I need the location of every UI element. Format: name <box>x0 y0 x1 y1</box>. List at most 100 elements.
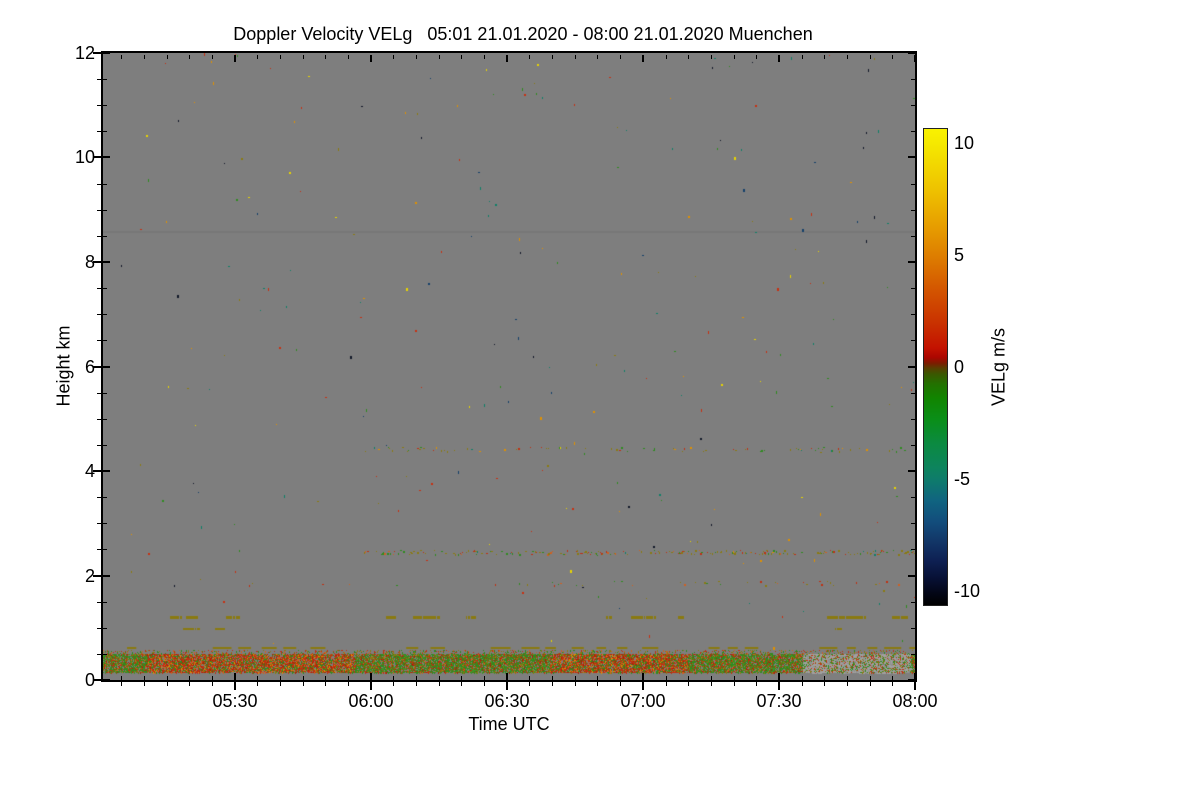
x-minor-tick <box>167 682 168 686</box>
x-minor-tick <box>416 682 417 686</box>
y-tick-label: 2 <box>84 566 95 586</box>
plot-area <box>101 51 917 682</box>
x-minor-tick-inner <box>416 676 417 680</box>
x-minor-tick <box>756 682 757 686</box>
x-minor-tick-top <box>620 55 621 59</box>
x-minor-tick <box>870 682 871 686</box>
x-tick-label: 07:00 <box>620 691 666 711</box>
x-major-tick <box>506 682 508 690</box>
x-minor-tick-inner <box>121 676 122 680</box>
colorbar-tick-label: -10 <box>954 581 981 601</box>
x-minor-tick-inner <box>439 676 440 680</box>
x-minor-tick-top <box>189 55 190 59</box>
y-minor-tick-inner <box>103 236 107 237</box>
y-minor-tick-right <box>911 236 915 237</box>
x-major-tick-top <box>914 55 916 62</box>
y-tick-label: 8 <box>84 252 95 272</box>
y-major-tick-inner <box>103 52 110 54</box>
x-minor-tick-inner <box>688 676 689 680</box>
x-minor-tick <box>734 682 735 686</box>
x-major-tick <box>234 682 236 690</box>
x-minor-tick-top <box>575 55 576 59</box>
y-minor-tick <box>97 79 101 80</box>
y-major-tick <box>93 470 101 472</box>
x-minor-tick-top <box>756 55 757 59</box>
x-minor-tick-inner <box>575 676 576 680</box>
x-minor-tick-top <box>144 55 145 59</box>
x-minor-tick <box>597 682 598 686</box>
x-major-tick-inner <box>778 673 780 680</box>
x-major-tick-top <box>234 55 236 62</box>
x-minor-tick-inner <box>802 676 803 680</box>
y-minor-tick-right <box>911 497 915 498</box>
x-minor-tick-top <box>552 55 553 59</box>
x-minor-tick-top <box>325 55 326 59</box>
x-minor-tick-inner <box>280 676 281 680</box>
x-minor-tick <box>144 682 145 686</box>
x-minor-tick <box>303 682 304 686</box>
y-minor-tick <box>97 288 101 289</box>
x-minor-tick-top <box>711 55 712 59</box>
x-minor-tick-inner <box>597 676 598 680</box>
x-minor-tick-inner <box>529 676 530 680</box>
colorbar <box>923 128 948 606</box>
y-minor-tick-right <box>911 314 915 315</box>
x-major-tick-top <box>506 55 508 62</box>
y-minor-tick <box>97 393 101 394</box>
y-axis-title: Height km <box>53 325 74 407</box>
y-minor-tick-right <box>911 628 915 629</box>
colorbar-tick-label: 5 <box>954 245 965 265</box>
x-minor-tick-top <box>870 55 871 59</box>
y-major-tick <box>93 52 101 54</box>
y-major-tick <box>93 679 101 681</box>
y-major-tick-right <box>908 366 915 368</box>
x-major-tick-inner <box>506 673 508 680</box>
colorbar-tick-label: -5 <box>954 469 971 489</box>
x-minor-tick-inner <box>734 676 735 680</box>
colorbar-tick-label: 0 <box>954 357 965 377</box>
y-minor-tick-right <box>911 131 915 132</box>
x-minor-tick-top <box>439 55 440 59</box>
y-tick-label: 10 <box>74 147 95 167</box>
y-major-tick-inner <box>103 366 110 368</box>
x-minor-tick-inner <box>144 676 145 680</box>
x-minor-tick-top <box>529 55 530 59</box>
y-minor-tick-right <box>911 419 915 420</box>
x-minor-tick-inner <box>461 676 462 680</box>
x-minor-tick <box>802 682 803 686</box>
x-minor-tick-inner <box>167 676 168 680</box>
x-minor-tick-top <box>824 55 825 59</box>
x-minor-tick <box>439 682 440 686</box>
y-minor-tick-inner <box>103 79 107 80</box>
x-minor-tick <box>824 682 825 686</box>
x-tick-label: 07:30 <box>756 691 802 711</box>
x-minor-tick <box>325 682 326 686</box>
x-minor-tick <box>461 682 462 686</box>
x-tick-label: 08:00 <box>892 691 938 711</box>
x-minor-tick-top <box>461 55 462 59</box>
x-minor-tick <box>212 682 213 686</box>
colorbar-tick-label: 10 <box>954 133 975 153</box>
y-major-tick-inner <box>103 261 110 263</box>
y-major-tick-inner <box>103 470 110 472</box>
x-minor-tick-inner <box>552 676 553 680</box>
x-minor-tick-top <box>393 55 394 59</box>
y-minor-tick-right <box>911 210 915 211</box>
x-minor-tick <box>189 682 190 686</box>
x-minor-tick <box>280 682 281 686</box>
x-major-tick <box>914 682 916 690</box>
x-minor-tick-top <box>257 55 258 59</box>
y-minor-tick <box>97 549 101 550</box>
x-major-tick-inner <box>234 673 236 680</box>
x-minor-tick-inner <box>212 676 213 680</box>
x-minor-tick <box>688 682 689 686</box>
y-minor-tick-inner <box>103 184 107 185</box>
y-major-tick-right <box>908 575 915 577</box>
y-minor-tick-inner <box>103 549 107 550</box>
y-minor-tick <box>97 419 101 420</box>
y-minor-tick-inner <box>103 523 107 524</box>
y-major-tick-right <box>908 156 915 158</box>
x-minor-tick-top <box>416 55 417 59</box>
plot-title: Doppler Velocity VELg 05:01 21.01.2020 -… <box>233 24 813 44</box>
